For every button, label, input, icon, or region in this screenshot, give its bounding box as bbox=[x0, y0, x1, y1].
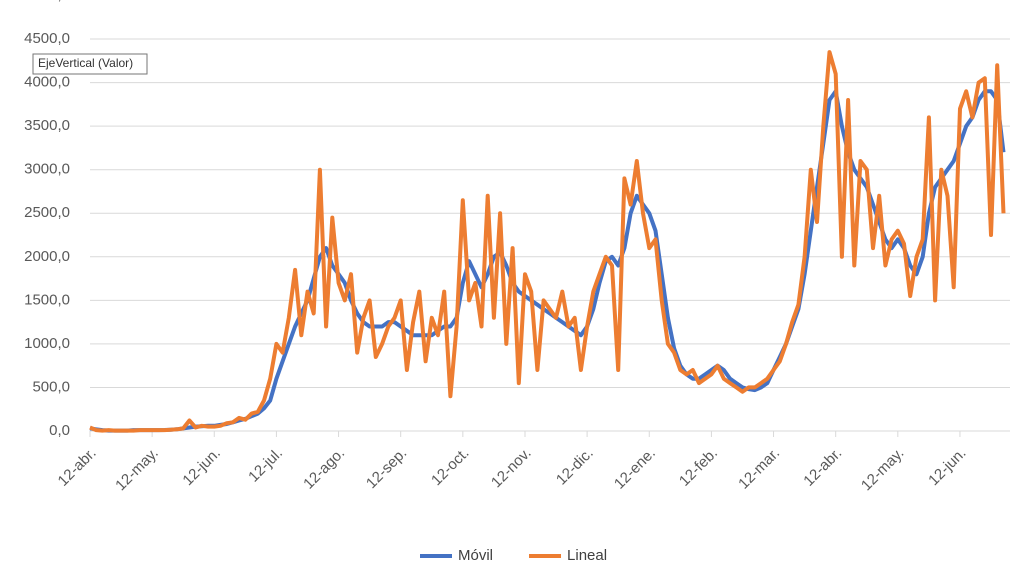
x-tick-label: 12-oct. bbox=[428, 445, 472, 489]
x-tick-label: 12-ene. bbox=[611, 445, 659, 493]
y-tick-label: 1000,0 bbox=[24, 335, 70, 352]
x-tick-label: 12-sep. bbox=[363, 445, 410, 492]
x-tick-label: 12-jun. bbox=[179, 445, 223, 489]
series-line bbox=[89, 89, 1006, 433]
legend-label: Móvil bbox=[458, 547, 493, 564]
legend-label: Lineal bbox=[567, 547, 607, 564]
y-tick-label: 1500,0 bbox=[24, 291, 70, 308]
y-tick-label: 0,0 bbox=[49, 422, 70, 439]
x-tick-label: 12-abr. bbox=[800, 445, 845, 490]
y-tick-label: 2500,0 bbox=[24, 204, 70, 221]
x-tick-label: 12-feb. bbox=[676, 445, 721, 490]
tooltip-text: EjeVertical (Valor) bbox=[38, 56, 133, 70]
x-tick-label: 12-nov. bbox=[488, 445, 535, 492]
plot-area: 0,0 500,0 1000,0 1500,0 2000,0 2500,0 3000,0 35… bbox=[24, 0, 1010, 494]
x-tick-label: 12-jun. bbox=[925, 445, 969, 489]
y-tick-label: 3500,0 bbox=[24, 117, 70, 134]
x-tick-label: 12-may. bbox=[112, 445, 162, 495]
x-tick-label: 12-dic. bbox=[553, 445, 597, 489]
y-tick-label: 2000,0 bbox=[24, 248, 70, 265]
x-tick-label: 12-abr. bbox=[55, 445, 100, 490]
y-tick-label: 5000,0 bbox=[24, 0, 70, 3]
y-tick-label: 500,0 bbox=[32, 378, 70, 395]
x-tick-label: 12-jul. bbox=[245, 445, 286, 486]
tooltip: EjeVertical (Valor) bbox=[32, 53, 148, 75]
y-tick-label: 3000,0 bbox=[24, 161, 70, 178]
series-line bbox=[89, 50, 1006, 433]
x-tick-label: 12-may. bbox=[858, 445, 908, 495]
tooltip-box bbox=[32, 53, 148, 75]
y-tick-label: 4500,0 bbox=[24, 30, 70, 47]
y-tick-label: 4000,0 bbox=[24, 74, 70, 91]
x-tick-label: 12-mar. bbox=[735, 445, 783, 493]
x-tick-label: 12-ago. bbox=[300, 445, 348, 493]
